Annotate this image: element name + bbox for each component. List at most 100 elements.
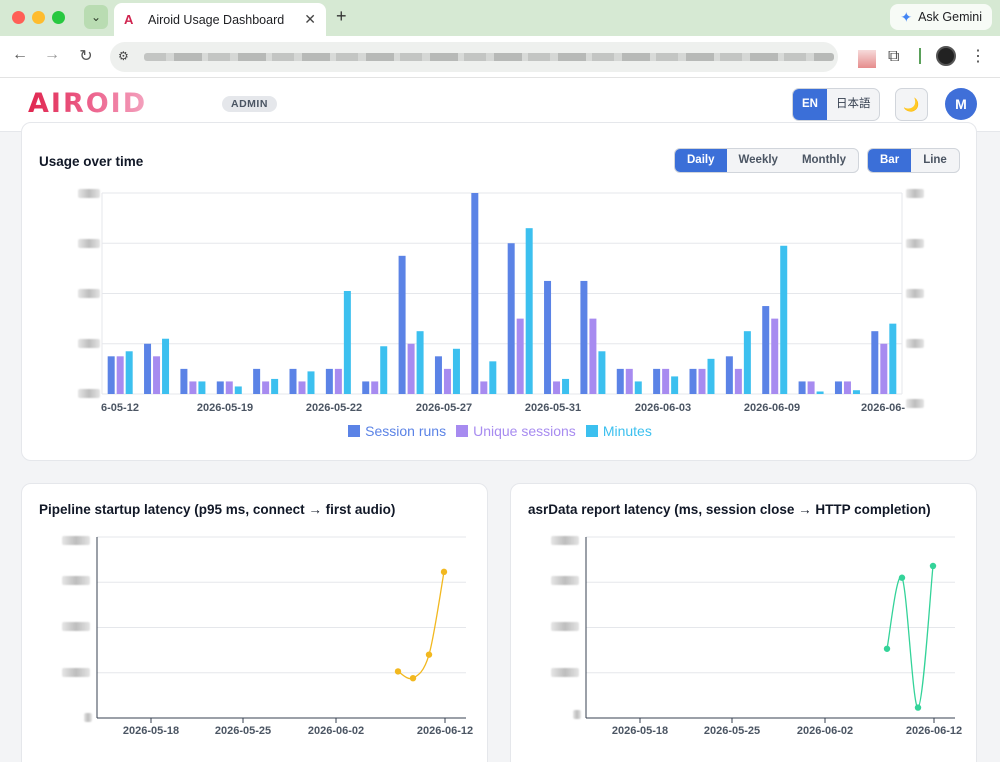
y-tick-redacted bbox=[573, 710, 581, 719]
lang-ja-button[interactable]: 日本語 bbox=[835, 98, 871, 110]
bar-session-runs bbox=[580, 280, 588, 394]
theme-toggle-button[interactable]: 🌙 bbox=[895, 88, 928, 121]
legend-swatch bbox=[348, 425, 361, 437]
bar-unique-sessions bbox=[443, 368, 451, 394]
toolbar-divider bbox=[919, 48, 921, 64]
x-tick-label: 2026-05-18 bbox=[612, 725, 668, 737]
user-avatar[interactable]: M bbox=[945, 88, 977, 120]
plus-icon[interactable]: + bbox=[336, 6, 347, 26]
y2-tick-redacted bbox=[906, 239, 924, 248]
maximize-window-button[interactable] bbox=[52, 11, 65, 24]
bar-unique-sessions bbox=[880, 343, 888, 394]
bar-minutes bbox=[234, 386, 242, 394]
x-tick-label: 2026-05-19 bbox=[197, 402, 253, 414]
y-tick-redacted bbox=[62, 576, 90, 585]
bar-session-runs bbox=[398, 255, 406, 394]
extension-icon[interactable] bbox=[858, 50, 876, 68]
kebab-icon[interactable]: ⋮ bbox=[970, 48, 986, 65]
bar-minutes bbox=[634, 381, 642, 394]
bar-unique-sessions bbox=[734, 368, 742, 394]
x-tick-label: 2026-06- bbox=[861, 402, 905, 414]
legend-unique-sessions[interactable]: Unique sessions bbox=[456, 423, 576, 439]
bar-unique-sessions bbox=[625, 368, 633, 394]
bar-minutes bbox=[562, 378, 570, 394]
legend-label: Minutes bbox=[602, 423, 652, 439]
bar-session-runs bbox=[180, 368, 188, 394]
bar-minutes bbox=[307, 371, 315, 394]
bar-session-runs bbox=[325, 368, 333, 394]
bar-minutes bbox=[671, 376, 679, 394]
chart-line-button[interactable]: Line bbox=[923, 154, 947, 166]
lang-en-button[interactable]: EN bbox=[793, 89, 827, 120]
bar-session-runs bbox=[216, 381, 224, 394]
bar-unique-sessions bbox=[225, 381, 233, 394]
back-icon[interactable]: ← bbox=[12, 46, 28, 63]
bar-unique-sessions bbox=[771, 318, 779, 394]
chevron-down-icon[interactable]: ⌄ bbox=[84, 5, 108, 29]
data-point bbox=[914, 704, 922, 711]
bar-session-runs bbox=[834, 381, 842, 394]
puzzle-icon[interactable]: ⧉ bbox=[888, 48, 900, 65]
close-icon[interactable]: ✕ bbox=[304, 11, 316, 27]
period-weekly-button[interactable]: Weekly bbox=[738, 154, 778, 166]
bar-unique-sessions bbox=[480, 381, 488, 394]
legend-swatch bbox=[585, 425, 598, 437]
bar-minutes bbox=[889, 323, 897, 394]
bar-session-runs bbox=[616, 368, 624, 394]
bar-minutes bbox=[489, 361, 497, 394]
x-tick-label: 2026-06-02 bbox=[308, 725, 364, 737]
bar-session-runs bbox=[507, 243, 515, 394]
chart-bar-button[interactable]: Bar bbox=[868, 149, 912, 172]
bar-unique-sessions bbox=[407, 343, 415, 394]
url-redacted bbox=[144, 53, 834, 61]
minimize-window-button[interactable] bbox=[32, 11, 45, 24]
address-bar[interactable]: ⚙ bbox=[110, 42, 838, 72]
x-tick-label: 2026-05-25 bbox=[704, 725, 760, 737]
bar-session-runs bbox=[544, 280, 552, 394]
ask-gemini-button[interactable]: ✦ Ask Gemini bbox=[890, 4, 992, 30]
airoid-logo[interactable]: AIROID bbox=[28, 88, 148, 119]
data-point bbox=[929, 562, 937, 570]
data-point bbox=[440, 568, 448, 576]
x-tick-label: 2026-05-22 bbox=[306, 402, 362, 414]
gemini-icon: ✦ bbox=[900, 8, 913, 25]
asr-line-chart: 2026-05-18 2026-05-25 2026-06-02 2026-06-12 bbox=[585, 536, 962, 737]
site-info-icon[interactable]: ⚙ bbox=[118, 49, 129, 63]
bar-unique-sessions bbox=[189, 381, 197, 394]
pipeline-title: Pipeline startup latency (p95 ms, connec… bbox=[39, 502, 396, 517]
y-tick-redacted bbox=[551, 576, 579, 585]
y2-tick-redacted bbox=[906, 399, 924, 408]
x-tick-label: 2026-05-25 bbox=[215, 725, 271, 737]
pipeline-latency-card: Pipeline startup latency (p95 ms, connec… bbox=[21, 483, 488, 762]
x-tick-label: 2026-05-18 bbox=[123, 725, 179, 737]
bar-session-runs bbox=[798, 381, 806, 394]
y-tick-redacted bbox=[78, 239, 100, 248]
bar-session-runs bbox=[725, 356, 733, 394]
bar-unique-sessions bbox=[298, 381, 306, 394]
forward-icon[interactable]: → bbox=[44, 46, 60, 63]
browser-toolbar: ← → ↻ ⚙ ⧉ ⋮ bbox=[0, 36, 1000, 78]
pipeline-line-chart: 2026-05-18 2026-05-25 2026-06-02 2026-06-12 bbox=[96, 536, 473, 737]
y-tick-redacted bbox=[78, 289, 100, 298]
usage-title: Usage over time bbox=[39, 154, 144, 169]
x-tick-label: 6-05-12 bbox=[101, 402, 139, 414]
asr-title: asrData report latency (ms, session clos… bbox=[528, 502, 931, 517]
bar-session-runs bbox=[434, 356, 442, 394]
period-daily-button[interactable]: Daily bbox=[675, 149, 727, 172]
reload-icon[interactable]: ↻ bbox=[79, 48, 93, 65]
browser-tab[interactable]: A Airoid Usage Dashboard ✕ bbox=[114, 3, 326, 36]
bar-session-runs bbox=[471, 193, 479, 394]
legend-session-runs[interactable]: Session runs bbox=[348, 423, 446, 439]
series-line bbox=[397, 571, 445, 680]
period-monthly-button[interactable]: Monthly bbox=[801, 154, 847, 166]
bar-unique-sessions bbox=[371, 381, 379, 394]
bar-minutes bbox=[343, 290, 351, 394]
browser-tab-bar: ⌄ A Airoid Usage Dashboard ✕ + ✦ Ask Gem… bbox=[0, 0, 1000, 36]
legend-minutes[interactable]: Minutes bbox=[585, 423, 652, 439]
profile-icon[interactable] bbox=[936, 46, 956, 66]
bar-unique-sessions bbox=[589, 318, 597, 394]
legend-label: Unique sessions bbox=[473, 423, 576, 439]
x-tick-label: 2026-05-27 bbox=[416, 402, 472, 414]
close-window-button[interactable] bbox=[12, 11, 25, 24]
tab-title: Airoid Usage Dashboard bbox=[148, 12, 285, 27]
